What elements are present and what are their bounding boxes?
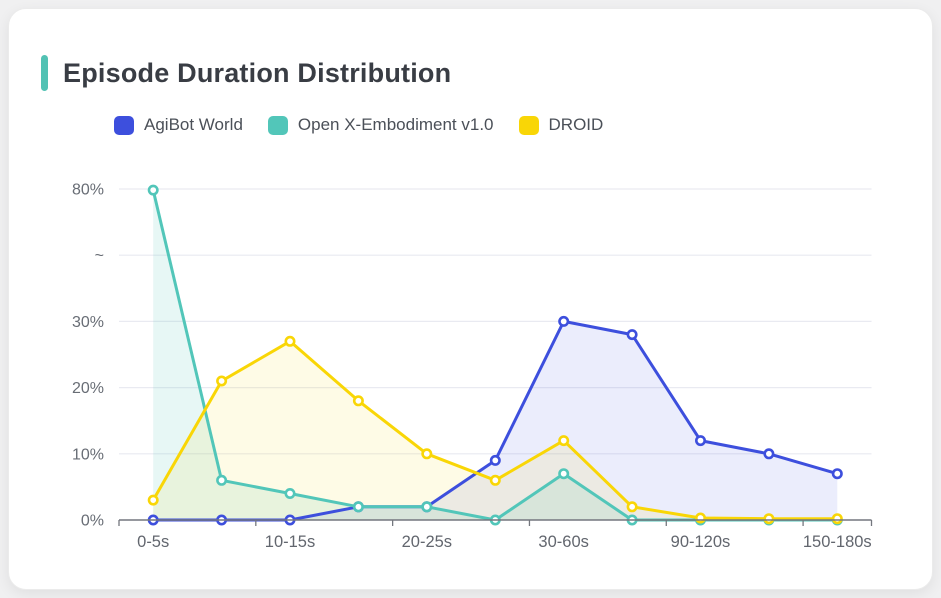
- data-point-marker[interactable]: [216, 375, 228, 387]
- data-point-marker[interactable]: [421, 448, 433, 460]
- y-axis-label: 80%: [72, 182, 104, 199]
- x-axis-label: 150-180s: [803, 533, 872, 551]
- legend-item-1[interactable]: Open X-Embodiment v1.0: [267, 115, 494, 135]
- data-point-marker[interactable]: [558, 468, 570, 480]
- series-area-0: [153, 321, 838, 520]
- data-point-marker[interactable]: [352, 395, 364, 407]
- data-point-marker[interactable]: [626, 501, 638, 513]
- data-point-marker[interactable]: [626, 329, 638, 341]
- series-area-1: [153, 190, 838, 520]
- data-point-marker[interactable]: [352, 501, 364, 513]
- data-point-marker[interactable]: [831, 513, 843, 525]
- data-point-marker[interactable]: [421, 501, 433, 513]
- x-axis-label: 90-120s: [671, 533, 731, 551]
- y-axis-label: 30%: [72, 314, 104, 331]
- legend-item-0[interactable]: AgiBot World: [114, 115, 243, 135]
- data-point-marker[interactable]: [694, 512, 706, 524]
- data-point-marker[interactable]: [558, 315, 570, 327]
- y-axis-label: 10%: [72, 446, 104, 463]
- data-point-marker[interactable]: [763, 513, 775, 525]
- legend-label: Open X-Embodiment v1.0: [297, 115, 494, 134]
- legend-item-2[interactable]: DROID: [518, 115, 604, 135]
- data-point-marker[interactable]: [284, 487, 296, 499]
- legend: AgiBot World Open X-Embodiment v1.0 DROID: [114, 115, 603, 135]
- y-axis-label: 0%: [81, 513, 104, 530]
- x-axis-label: 20-25s: [402, 533, 452, 551]
- data-point-marker[interactable]: [831, 468, 843, 480]
- data-point-marker[interactable]: [284, 335, 296, 347]
- data-point-marker[interactable]: [147, 494, 159, 506]
- chart-title: Episode Duration Distribution: [63, 57, 452, 88]
- y-axis-break-label: ~: [95, 248, 104, 265]
- y-axis-label: 20%: [72, 380, 104, 397]
- data-point-marker[interactable]: [489, 454, 501, 466]
- data-point-marker[interactable]: [489, 474, 501, 486]
- title-accent-bar: [41, 55, 48, 91]
- chart-card: Episode Duration Distribution AgiBot Wor…: [8, 8, 933, 590]
- data-point-marker[interactable]: [216, 474, 228, 486]
- legend-swatch-icon: [518, 115, 539, 135]
- data-point-marker[interactable]: [147, 184, 159, 196]
- legend-swatch-icon: [267, 115, 288, 135]
- legend-swatch-icon: [114, 115, 134, 135]
- data-point-marker[interactable]: [694, 435, 706, 447]
- title-row: Episode Duration Distribution: [41, 55, 451, 91]
- legend-label: AgiBot World: [144, 115, 243, 134]
- data-point-marker[interactable]: [558, 435, 570, 447]
- legend-label: DROID: [548, 115, 604, 134]
- x-axis-label: 0-5s: [137, 533, 169, 551]
- x-axis-label: 10-15s: [265, 533, 315, 551]
- data-point-marker[interactable]: [763, 448, 775, 460]
- series-area-2: [153, 341, 838, 520]
- x-axis-label: 30-60s: [538, 533, 588, 551]
